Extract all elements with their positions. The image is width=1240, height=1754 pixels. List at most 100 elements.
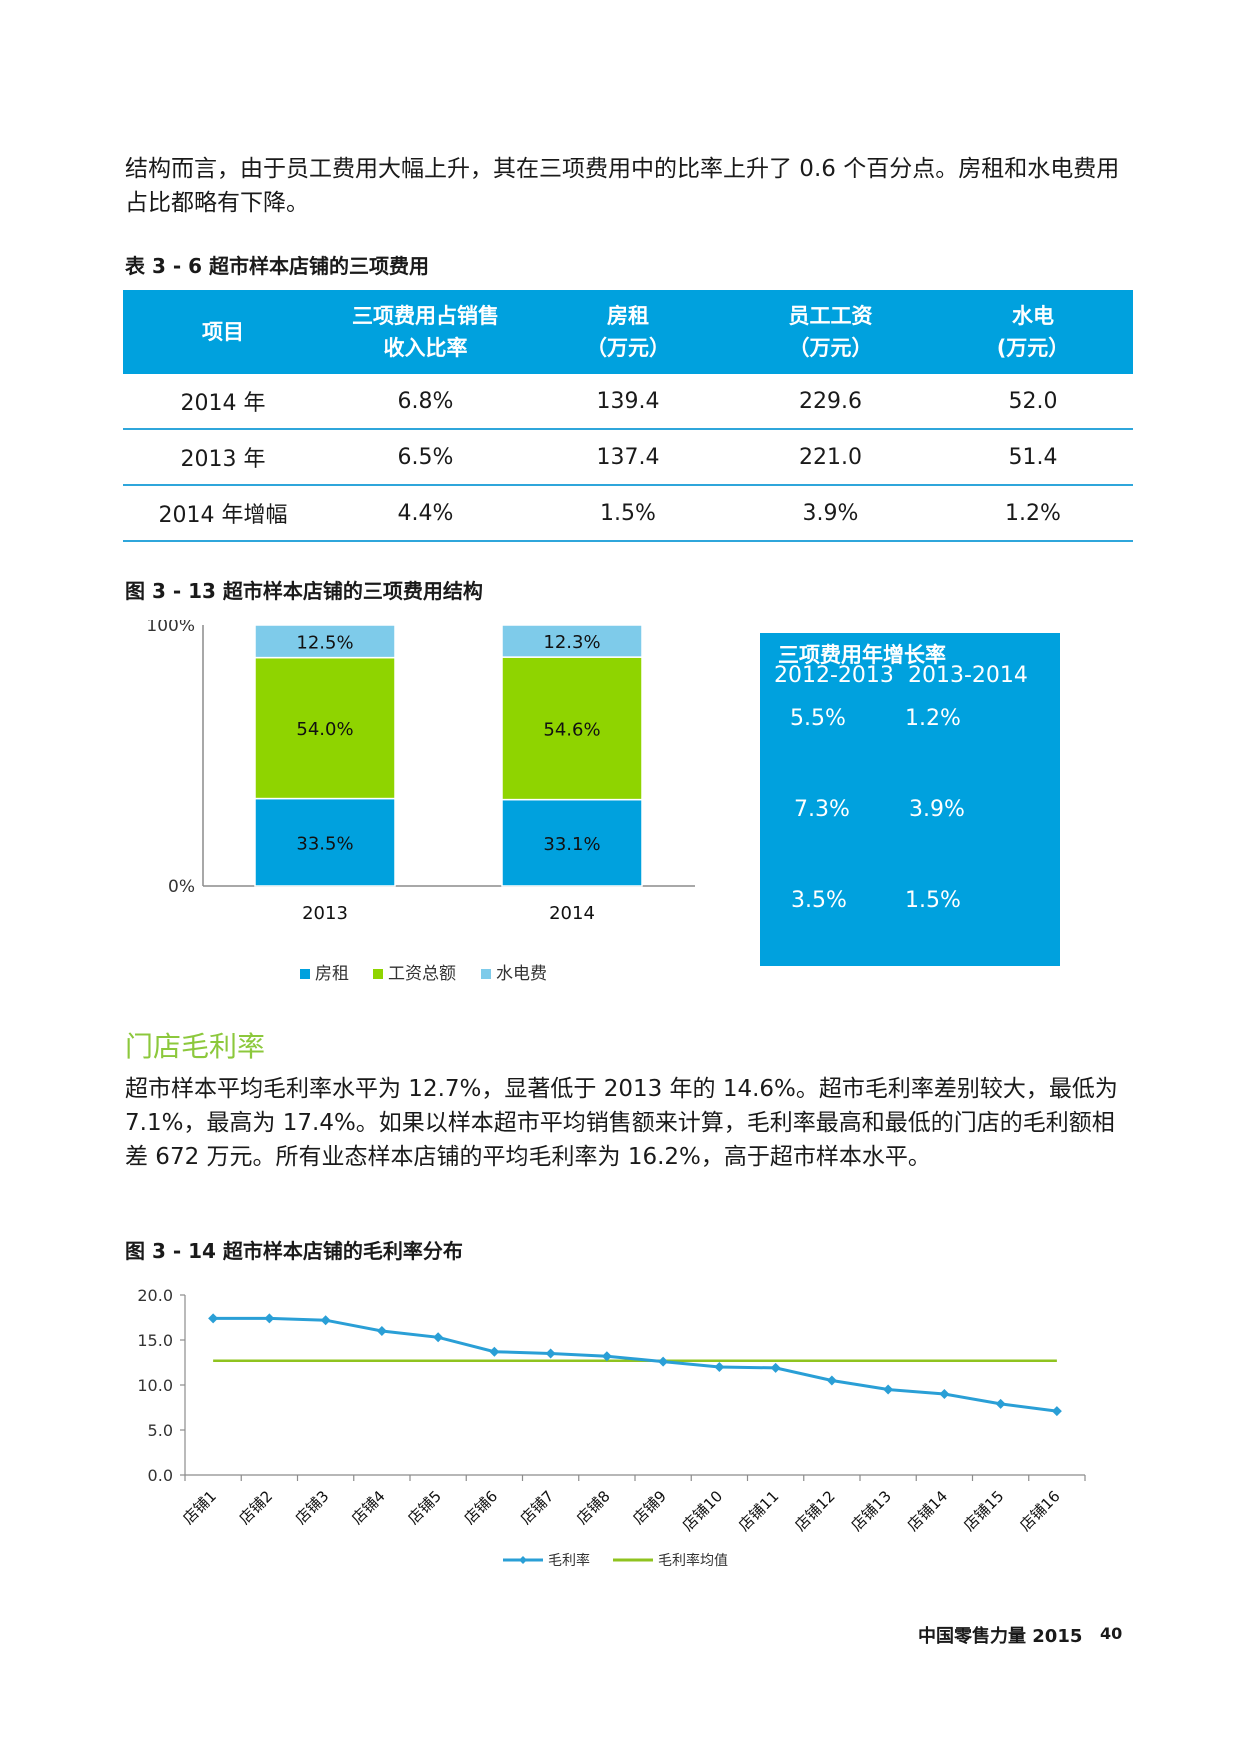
x-tick-label: 店铺8 [573,1487,614,1528]
x-tick-label: 店铺16 [1016,1487,1063,1534]
y-tick-label: 100% [146,620,195,636]
table-cell: 6.5% [323,429,528,486]
y-tick-label: 10.0 [137,1376,173,1395]
header-wages: 员工工资 （万元） [728,290,933,374]
x-tick-label: 店铺10 [679,1487,726,1534]
x-tick-label: 店铺12 [791,1487,838,1534]
table-cell: 229.6 [728,374,933,430]
legend-label: 水电费 [496,964,547,984]
data-point [376,1326,387,1336]
y-tick-label: 5.0 [148,1421,173,1440]
bar-data-label: 12.5% [296,632,353,653]
data-point [489,1346,500,1357]
bar-data-label: 54.6% [543,719,600,740]
table-cell: 139.4 [528,374,728,430]
cost-table: 项目 三项费用占销售 收入比率 房租 （万元） 员工工资 （万元） 水电 (万元） 20… [123,290,1133,542]
growth-value: 1.2% [905,706,961,731]
data-point [714,1362,725,1372]
x-tick-label: 2013 [302,903,348,924]
page-number: 40 [1100,1624,1123,1643]
table-cell: 221.0 [728,429,933,486]
growth-value: 3.5% [791,888,847,913]
figure14-caption: 图 3 - 14 超市样本店铺的毛利率分布 [125,1239,463,1263]
growth-rate-box: 三项费用年增长率 2012-2013 2013-2014 5.5% 1.2% 7… [760,633,1060,966]
table-header-row: 项目 三项费用占销售 收入比率 房租 （万元） 员工工资 （万元） 水电 (万元） [123,290,1133,374]
gross-margin-chart: 0.0 5.0 10.0 15.0 20.0 店铺1 店铺2 店铺3 店铺4 店铺5 店铺6 店铺7 店… [137,1286,1086,1569]
data-point [995,1398,1006,1409]
bar-data-label: 33.5% [296,833,353,854]
data-point [883,1384,894,1395]
x-tick-label: 店铺5 [404,1487,445,1528]
data-point [320,1315,331,1326]
data-point [208,1313,219,1324]
table-cell: 1.2% [933,485,1133,542]
legend-label: 工资总额 [388,964,456,984]
x-tick-label: 店铺6 [461,1487,502,1528]
table-cell: 2014 年 [123,374,323,430]
legend-label: 毛利率 [548,1552,590,1569]
footer-title: 中国零售力量 2015 [918,1626,1083,1647]
table-cell: 2014 年增幅 [123,485,323,542]
bar-segment [501,656,643,801]
x-tick-label: 店铺4 [348,1487,389,1528]
header-rent: 房租 （万元） [528,290,728,374]
x-tick-label: 店铺15 [960,1487,1007,1534]
data-point [545,1348,556,1359]
data-point [1051,1406,1062,1417]
y-tick-label: 0% [168,877,195,897]
x-tick-label: 店铺11 [735,1487,782,1534]
x-tick-label: 店铺9 [629,1487,670,1528]
table-cell: 137.4 [528,429,728,486]
growth-value: 7.3% [794,797,850,822]
table-caption: 表 3 - 6 超市样本店铺的三项费用 [125,254,429,278]
data-point [658,1356,669,1367]
bar-segment [501,624,643,658]
x-tick-label: 2014 [549,903,595,924]
table-cell: 4.4% [323,485,528,542]
x-tick-label: 店铺13 [848,1487,895,1534]
header-ratio: 三项费用占销售 收入比率 [323,290,528,374]
header-utilities: 水电 (万元） [933,290,1133,374]
x-tick-label: 店铺7 [517,1487,558,1528]
body-paragraph: 超市样本平均毛利率水平为 12.7%，显著低于 2013 年的 14.6%。超市… [125,1076,1118,1170]
y-tick-label: 20.0 [137,1286,173,1305]
data-point [826,1375,837,1386]
data-point [939,1389,950,1399]
x-tick-label: 店铺2 [236,1487,277,1528]
section-heading: 门店毛利率 [125,1030,266,1063]
bar-data-label: 54.0% [296,719,353,740]
bar-segment [254,797,396,887]
legend-label: 毛利率均值 [658,1552,728,1569]
growth-value: 3.9% [909,797,965,822]
x-tick-label: 店铺14 [904,1487,951,1534]
y-tick-label: 0.0 [148,1466,173,1485]
table-row: 2014 年 6.8% 139.4 229.6 52.0 [123,374,1133,430]
x-tick-label: 店铺1 [179,1487,220,1528]
data-point [264,1313,275,1324]
legend-marker [519,1556,527,1564]
x-tick-label: 店铺3 [292,1487,333,1528]
bar-segment [254,624,396,659]
header-item: 项目 [123,290,323,374]
table-cell: 6.8% [323,374,528,430]
y-tick-label: 15.0 [137,1331,173,1350]
table-row: 2013 年 6.5% 137.4 221.0 51.4 [123,429,1133,486]
table-cell: 51.4 [933,429,1133,486]
data-point [601,1351,612,1362]
table-cell: 2013 年 [123,429,323,486]
cost-structure-chart: 100% 0% 33.5% 54.0% 12.5% 2013 33.1% 54.6% 12.3… [146,620,695,984]
table-cell: 3.9% [728,485,933,542]
growth-col-header: 2012-2013 [774,663,894,688]
growth-box-title: 三项费用年增长率 [778,643,946,667]
intro-paragraph: 结构而言，由于员工费用大幅上升，其在三项费用中的比率上升了 0.6 个百分点。房… [125,156,1120,216]
table-cell: 1.5% [528,485,728,542]
bar-data-label: 33.1% [543,834,600,855]
table-row: 2014 年增幅 4.4% 1.5% 3.9% 1.2% [123,485,1133,542]
legend-swatch [481,969,491,979]
bar-data-label: 12.3% [543,632,600,653]
growth-value: 5.5% [790,706,846,731]
table-cell: 52.0 [933,374,1133,430]
growth-value: 1.5% [905,888,961,913]
data-point [433,1332,444,1343]
figure13-caption: 图 3 - 13 超市样本店铺的三项费用结构 [125,579,483,603]
